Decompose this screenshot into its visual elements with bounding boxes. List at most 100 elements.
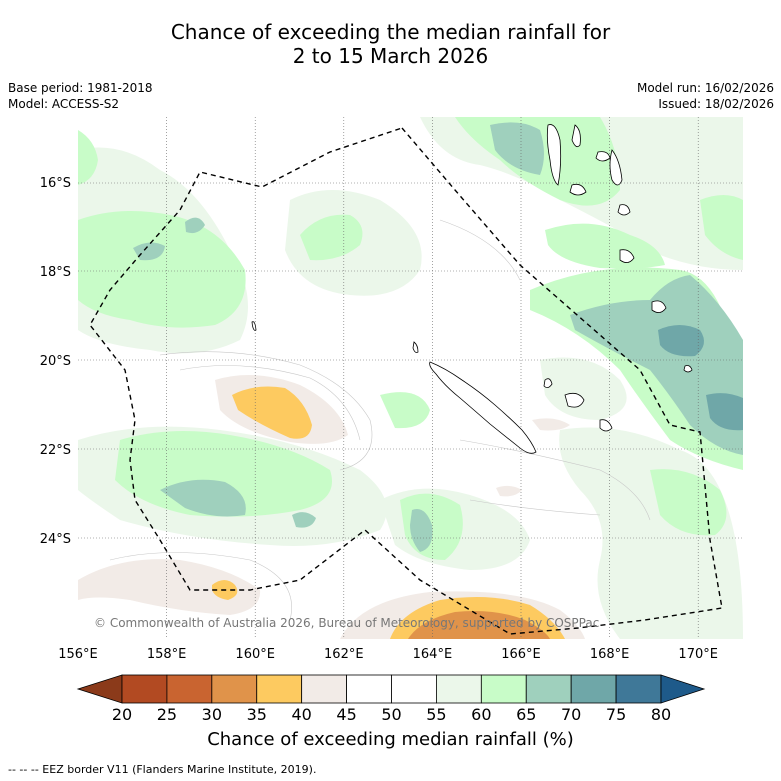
colorbar-segment bbox=[166, 674, 213, 704]
zone-60-65-northwest bbox=[78, 130, 98, 185]
graticule bbox=[78, 117, 743, 639]
lon-label-162e: 162°E bbox=[324, 647, 364, 662]
colorbar-segment bbox=[436, 674, 482, 704]
vanuatu-south-c bbox=[683, 365, 693, 373]
zone-65-70-southwest bbox=[160, 479, 246, 517]
colorbar-tick-label: 60 bbox=[471, 705, 491, 724]
colorbar-segment bbox=[525, 674, 572, 704]
contour-line-b bbox=[179, 365, 361, 441]
colorbar-segment bbox=[256, 674, 303, 704]
zone-60-65-far-east bbox=[700, 195, 743, 260]
lon-label-156e: 156°E bbox=[58, 647, 98, 662]
colorbar-tick-label: 70 bbox=[561, 705, 581, 724]
contour-line-c bbox=[439, 219, 521, 281]
longitude-labels: 156°E 158°E 160°E 162°E 164°E 166°E 168°… bbox=[58, 647, 718, 662]
zone-70-75-east-a bbox=[658, 325, 704, 357]
eez-border bbox=[89, 127, 723, 635]
base-period: Base period: 1981-2018 bbox=[8, 81, 153, 95]
colorbar-tick-label: 50 bbox=[381, 705, 401, 724]
issued-date: Issued: 18/02/2026 bbox=[658, 97, 774, 111]
colorbar: 20 25 30 35 40 45 50 55 60 65 70 75 80 bbox=[76, 674, 706, 724]
colorbar-segment bbox=[480, 674, 527, 704]
colorbar-tick-label: 20 bbox=[112, 705, 132, 724]
vanuatu-south-a bbox=[619, 249, 635, 263]
colorbar-segment bbox=[391, 674, 437, 704]
lat-label-18s: 18°S bbox=[40, 265, 71, 280]
colorbar-tick-label: 80 bbox=[651, 705, 671, 724]
zone-40-45-east-b bbox=[496, 485, 522, 497]
colorbar-tick-label: 65 bbox=[516, 705, 536, 724]
map-title-line2: 2 to 15 March 2026 bbox=[292, 44, 489, 68]
lat-label-22s: 22°S bbox=[40, 443, 71, 458]
zone-60-65-west bbox=[78, 211, 246, 328]
contour-line-a bbox=[159, 351, 373, 471]
model-name: Model: ACCESS-S2 bbox=[8, 97, 120, 111]
zone-60-65-central-south bbox=[380, 392, 430, 429]
vanuatu-efate bbox=[617, 204, 631, 216]
contour-lines bbox=[109, 219, 651, 621]
colorbar-tick-label: 30 bbox=[202, 705, 222, 724]
vanuatu-north-c bbox=[595, 151, 611, 162]
zone-65-70-west-b bbox=[133, 242, 165, 261]
zone-40-45-south bbox=[78, 559, 261, 615]
colorbar-tick-label: 45 bbox=[336, 705, 356, 724]
colorbar-arrow-low bbox=[76, 674, 123, 704]
lon-label-166e: 166°E bbox=[501, 647, 541, 662]
colorbar-tick-label: 75 bbox=[606, 705, 626, 724]
zone-65-70-north bbox=[490, 122, 544, 175]
colorbar-tick-label: 25 bbox=[157, 705, 177, 724]
colorbar-tick-label: 55 bbox=[426, 705, 446, 724]
vanuatu-central-a bbox=[609, 149, 623, 186]
mare-island bbox=[599, 419, 613, 432]
colorbar-arrow-high bbox=[660, 674, 706, 704]
zone-60-65-northeast bbox=[545, 223, 665, 269]
copyright-notice: © Commonwealth of Australia 2026, Bureau… bbox=[94, 616, 599, 630]
vanuatu-north-b bbox=[571, 124, 581, 148]
colorbar-segment bbox=[346, 674, 392, 704]
colorbar-segment bbox=[121, 674, 168, 704]
colorbar-tick-label: 40 bbox=[291, 705, 311, 724]
colorbar-segment bbox=[301, 674, 347, 704]
zone-55-60-southeast bbox=[540, 357, 627, 420]
contour-line-e bbox=[109, 552, 292, 621]
zone-35-40-central bbox=[232, 386, 312, 439]
lat-label-16s: 16°S bbox=[40, 176, 71, 191]
zone-65-70-south bbox=[410, 509, 433, 552]
lon-label-170e: 170°E bbox=[678, 647, 718, 662]
eez-legend: -- -- -- EEZ border V11 (Flanders Marine… bbox=[8, 763, 317, 776]
new-caledonia bbox=[429, 361, 537, 454]
zone-60-65-central bbox=[300, 214, 363, 261]
lat-label-20s: 20°S bbox=[40, 354, 71, 369]
map-field: © Commonwealth of Australia 2026, Bureau… bbox=[78, 117, 743, 639]
lifou-island bbox=[564, 392, 585, 408]
colorbar-title: Chance of exceeding median rainfall (%) bbox=[207, 729, 574, 750]
vanuatu-south-b bbox=[651, 300, 667, 313]
model-run: Model run: 16/02/2026 bbox=[636, 81, 774, 95]
land-outlines bbox=[251, 124, 693, 454]
colorbar-segment bbox=[570, 674, 617, 704]
zone-70-75-east-b bbox=[706, 393, 743, 431]
lat-label-24s: 24°S bbox=[40, 532, 71, 547]
belep-islands bbox=[412, 341, 419, 353]
vanuatu-north-a bbox=[546, 124, 562, 186]
zone-65-70-east bbox=[570, 275, 743, 455]
contour-line-d bbox=[459, 439, 651, 521]
latitude-labels: 16°S 18°S 20°S 22°S 24°S bbox=[40, 176, 71, 547]
contour-line-f bbox=[469, 499, 601, 516]
loyalty-islands bbox=[543, 378, 553, 388]
colorbar-tick-label: 35 bbox=[247, 705, 267, 724]
lon-label-160e: 160°E bbox=[235, 647, 275, 662]
vanuatu-central-b bbox=[569, 183, 587, 196]
zone-60-65-east-south bbox=[650, 469, 727, 536]
colorbar-segment bbox=[615, 674, 662, 704]
lon-label-168e: 168°E bbox=[590, 647, 630, 662]
zone-40-45-east-a bbox=[532, 418, 570, 431]
zone-30-35-south bbox=[408, 611, 550, 639]
map-title-line1: Chance of exceeding the median rainfall … bbox=[170, 20, 611, 44]
zone-65-70-west-a bbox=[185, 217, 205, 234]
zone-65-70-south-small bbox=[292, 512, 316, 528]
lon-label-158e: 158°E bbox=[147, 647, 187, 662]
colorbar-segment bbox=[211, 674, 258, 704]
lon-label-164e: 164°E bbox=[413, 647, 453, 662]
